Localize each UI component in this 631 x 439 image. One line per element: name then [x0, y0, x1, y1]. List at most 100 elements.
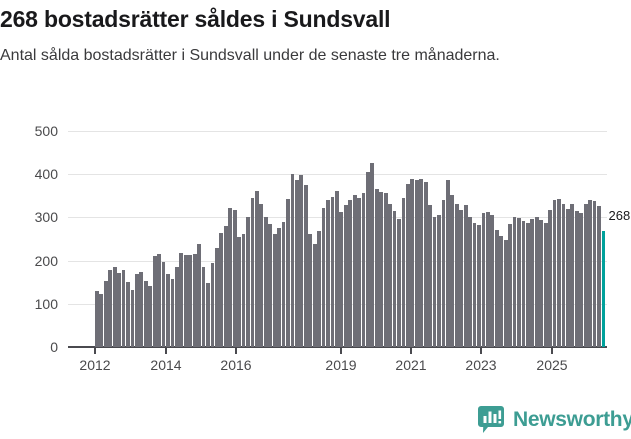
bar[interactable]	[343, 205, 348, 347]
bar[interactable]	[339, 212, 344, 347]
bar[interactable]	[317, 231, 321, 347]
bar[interactable]	[379, 192, 384, 347]
bar[interactable]	[441, 200, 446, 347]
bar[interactable]	[246, 217, 250, 347]
bar[interactable]	[583, 204, 588, 347]
bar[interactable]	[303, 185, 308, 347]
bar[interactable]	[428, 205, 433, 347]
bar[interactable]	[326, 200, 330, 347]
bar[interactable]	[188, 255, 193, 347]
bar[interactable]	[312, 244, 317, 347]
bar[interactable]	[99, 293, 104, 347]
bar[interactable]	[539, 220, 544, 347]
bar[interactable]	[450, 194, 455, 347]
bar[interactable]	[210, 262, 215, 347]
bar[interactable]	[334, 191, 339, 347]
bar[interactable]	[401, 197, 406, 347]
bar[interactable]	[397, 219, 401, 347]
bar[interactable]	[566, 208, 570, 347]
bar[interactable]	[192, 253, 197, 347]
bar[interactable]	[521, 220, 526, 347]
bar[interactable]	[250, 197, 255, 347]
bar[interactable]	[419, 178, 424, 347]
bar[interactable]	[374, 188, 379, 347]
bar[interactable]	[308, 233, 313, 347]
bar[interactable]	[117, 272, 121, 347]
bar[interactable]	[259, 204, 264, 347]
bar[interactable]	[486, 212, 490, 347]
bar[interactable]	[392, 211, 397, 347]
bar[interactable]	[232, 209, 237, 347]
bar[interactable]	[281, 221, 286, 347]
bar[interactable]	[534, 217, 539, 347]
bar[interactable]	[112, 266, 117, 347]
bar[interactable]	[366, 172, 370, 347]
bar[interactable]	[468, 217, 473, 347]
bar[interactable]	[241, 233, 246, 347]
bar[interactable]	[166, 273, 170, 347]
bar[interactable]	[410, 179, 415, 347]
bar[interactable]	[423, 181, 428, 347]
bar[interactable]	[472, 223, 477, 347]
bar[interactable]	[143, 281, 148, 347]
bar[interactable]	[272, 233, 277, 347]
bar[interactable]	[268, 223, 273, 347]
bar[interactable]	[552, 200, 557, 347]
bar[interactable]	[454, 204, 459, 347]
bar[interactable]	[414, 180, 419, 347]
bar[interactable]	[481, 213, 486, 347]
bar[interactable]	[263, 217, 268, 347]
bar[interactable]	[361, 193, 366, 347]
bar-highlighted[interactable]	[601, 231, 605, 347]
bar[interactable]	[548, 209, 553, 347]
bar[interactable]	[579, 213, 584, 347]
bar[interactable]	[237, 236, 241, 347]
bar[interactable]	[170, 278, 175, 347]
bar[interactable]	[121, 270, 126, 347]
bar[interactable]	[95, 290, 99, 347]
bar[interactable]	[459, 209, 464, 347]
bar[interactable]	[126, 282, 130, 347]
bar[interactable]	[348, 200, 353, 347]
bar[interactable]	[228, 207, 233, 347]
bar[interactable]	[197, 244, 201, 347]
bar[interactable]	[588, 200, 592, 347]
bar[interactable]	[161, 262, 166, 347]
bar[interactable]	[370, 163, 375, 347]
bar[interactable]	[508, 223, 513, 347]
bar[interactable]	[592, 200, 597, 347]
bar[interactable]	[557, 199, 561, 347]
bar[interactable]	[290, 174, 295, 347]
bar[interactable]	[494, 229, 499, 347]
bar[interactable]	[512, 217, 517, 347]
bar[interactable]	[108, 270, 113, 347]
bar[interactable]	[490, 214, 495, 347]
bar[interactable]	[254, 190, 259, 347]
bar[interactable]	[299, 175, 304, 347]
bar[interactable]	[103, 281, 108, 347]
bar[interactable]	[134, 273, 139, 347]
bar[interactable]	[148, 285, 153, 347]
bar[interactable]	[383, 193, 388, 347]
bar[interactable]	[277, 228, 281, 347]
bar[interactable]	[597, 206, 601, 347]
bar[interactable]	[352, 194, 357, 347]
bar[interactable]	[561, 203, 566, 347]
bar[interactable]	[530, 219, 535, 347]
bar[interactable]	[183, 254, 188, 347]
bar[interactable]	[223, 226, 228, 347]
bar[interactable]	[517, 218, 521, 347]
bar[interactable]	[130, 289, 135, 347]
bar[interactable]	[286, 199, 290, 347]
bar[interactable]	[463, 205, 468, 347]
bar[interactable]	[574, 210, 579, 347]
bar[interactable]	[152, 256, 157, 347]
bar[interactable]	[157, 254, 161, 347]
newsworthy-logo[interactable]: Newsworthy	[478, 406, 631, 433]
bar[interactable]	[446, 180, 450, 347]
bar[interactable]	[139, 271, 144, 347]
bar[interactable]	[543, 222, 548, 347]
bar[interactable]	[321, 207, 326, 347]
bar[interactable]	[432, 217, 437, 347]
bar[interactable]	[388, 204, 393, 347]
